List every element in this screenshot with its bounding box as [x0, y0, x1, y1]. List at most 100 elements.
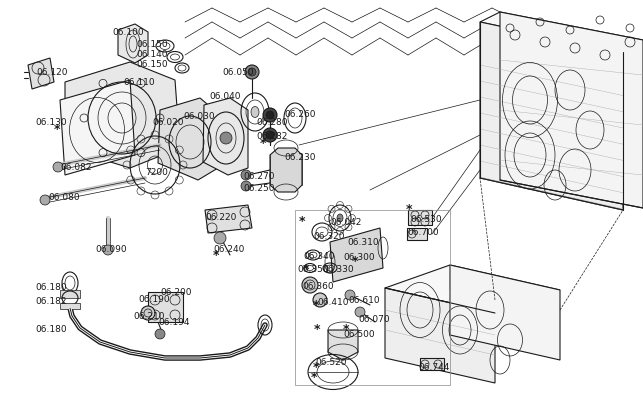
Bar: [60, 290, 80, 298]
Text: 06.082: 06.082: [60, 163, 91, 172]
Text: 06.150: 06.150: [136, 60, 168, 69]
Text: 06.030: 06.030: [183, 112, 215, 121]
Text: 06.360: 06.360: [302, 282, 334, 291]
Text: 7200: 7200: [145, 168, 168, 177]
Circle shape: [241, 170, 251, 180]
Text: *: *: [314, 324, 320, 336]
Text: 06.180: 06.180: [35, 283, 67, 292]
Polygon shape: [60, 80, 135, 175]
Text: 06.310: 06.310: [347, 238, 379, 247]
Text: *: *: [343, 324, 349, 336]
Bar: [60, 303, 80, 309]
Polygon shape: [450, 265, 560, 360]
Text: 06.200: 06.200: [160, 288, 192, 297]
Bar: [148, 292, 183, 322]
Text: 06.130: 06.130: [35, 118, 67, 127]
Circle shape: [214, 232, 226, 244]
Text: 06.042: 06.042: [330, 218, 361, 227]
Text: 06.250: 06.250: [243, 184, 275, 193]
Circle shape: [266, 111, 274, 119]
Polygon shape: [203, 98, 248, 175]
Polygon shape: [385, 265, 560, 313]
Text: *: *: [303, 264, 309, 276]
Circle shape: [355, 307, 365, 317]
Polygon shape: [158, 98, 220, 180]
Circle shape: [313, 293, 327, 307]
Circle shape: [248, 68, 256, 76]
Polygon shape: [500, 12, 643, 208]
Text: 06.530: 06.530: [410, 215, 442, 224]
Polygon shape: [330, 228, 383, 282]
Text: 06.210: 06.210: [133, 312, 165, 321]
Circle shape: [220, 132, 232, 144]
Polygon shape: [407, 228, 427, 240]
Text: 06.744: 06.744: [418, 363, 449, 372]
Text: 06.300: 06.300: [343, 253, 375, 262]
Text: 06.140: 06.140: [136, 50, 167, 59]
Polygon shape: [270, 148, 302, 192]
Text: 06.500: 06.500: [343, 330, 375, 339]
Text: *: *: [406, 204, 412, 216]
Circle shape: [263, 108, 277, 122]
Circle shape: [141, 306, 155, 320]
Text: *: *: [312, 362, 320, 374]
Ellipse shape: [251, 106, 259, 118]
Text: 06.350: 06.350: [297, 265, 329, 274]
Text: 06.240: 06.240: [213, 245, 244, 254]
Text: *: *: [260, 136, 266, 150]
Circle shape: [155, 329, 165, 339]
Text: *: *: [54, 124, 60, 136]
Text: 06.150: 06.150: [136, 40, 168, 49]
Circle shape: [103, 245, 113, 255]
Polygon shape: [408, 210, 432, 225]
Text: 06.330: 06.330: [322, 265, 354, 274]
Text: 06.182: 06.182: [35, 297, 66, 306]
Text: 06.230: 06.230: [284, 153, 316, 162]
Polygon shape: [328, 330, 358, 360]
Text: *: *: [312, 298, 320, 312]
Polygon shape: [480, 12, 643, 52]
Text: 06.410: 06.410: [317, 298, 349, 307]
Text: 06.340: 06.340: [303, 252, 334, 261]
Text: 06.110: 06.110: [123, 78, 154, 87]
Text: 06.070: 06.070: [358, 315, 390, 324]
Polygon shape: [385, 288, 495, 383]
Text: 06.180: 06.180: [35, 325, 67, 334]
Text: 06.050: 06.050: [222, 68, 253, 77]
Text: 06.520: 06.520: [315, 358, 347, 367]
Text: 06.090: 06.090: [95, 245, 127, 254]
Circle shape: [245, 65, 259, 79]
Circle shape: [40, 195, 50, 205]
Text: 06.220: 06.220: [205, 213, 237, 222]
Text: *: *: [352, 256, 358, 268]
Text: 06.040: 06.040: [209, 92, 240, 101]
Text: 06.700: 06.700: [407, 228, 439, 237]
Text: *: *: [213, 248, 219, 262]
Bar: [295, 210, 450, 385]
Circle shape: [263, 128, 277, 142]
Polygon shape: [65, 62, 180, 168]
Text: 06.280: 06.280: [256, 118, 287, 127]
Text: 06.260: 06.260: [284, 110, 316, 119]
Text: 06.194: 06.194: [158, 318, 190, 327]
Text: *: *: [311, 370, 317, 384]
Polygon shape: [28, 58, 54, 89]
Circle shape: [266, 131, 274, 139]
Text: *: *: [299, 216, 305, 228]
Polygon shape: [205, 205, 252, 233]
Polygon shape: [480, 22, 623, 210]
Polygon shape: [118, 24, 148, 63]
Polygon shape: [420, 358, 444, 370]
Text: 06.320: 06.320: [313, 232, 345, 241]
Text: 06.080: 06.080: [48, 193, 80, 202]
Text: 06.020: 06.020: [152, 118, 183, 127]
Circle shape: [345, 290, 355, 300]
Circle shape: [241, 181, 251, 191]
Circle shape: [302, 277, 318, 293]
Text: 06.120: 06.120: [36, 68, 68, 77]
Ellipse shape: [337, 214, 343, 222]
Text: 06.100: 06.100: [112, 28, 143, 37]
Text: 06.610: 06.610: [348, 296, 379, 305]
Text: 06.270: 06.270: [243, 172, 275, 181]
Text: 06.282: 06.282: [256, 132, 287, 141]
